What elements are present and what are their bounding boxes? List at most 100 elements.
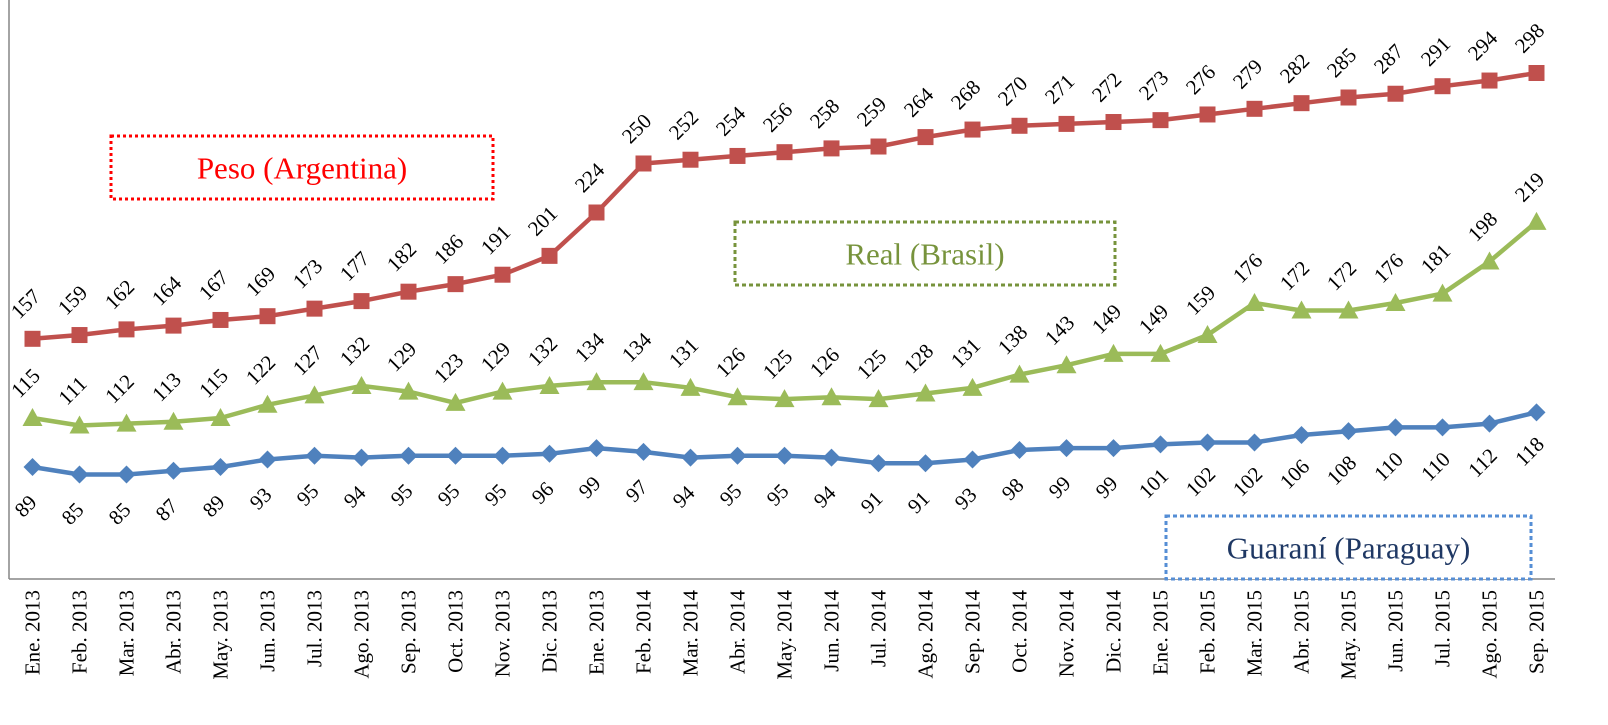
data-label: 131 <box>664 333 703 372</box>
data-point <box>1010 441 1029 460</box>
x-tick-label: Nov. 2014 <box>1055 590 1079 678</box>
data-point <box>352 448 371 467</box>
data-label: 110 <box>1416 447 1455 486</box>
data-label: 106 <box>1275 454 1314 493</box>
data-label: 285 <box>1322 43 1361 82</box>
data-point <box>1245 433 1264 452</box>
data-label: 279 <box>1228 54 1267 93</box>
series-name-box-border <box>1164 514 1533 581</box>
data-label: 132 <box>335 331 374 370</box>
data-point <box>1434 78 1451 95</box>
data-point <box>915 383 936 402</box>
x-tick-labels: Ene. 2013 Feb. 2013 Mar. 2013 Abr. 2013 May.… <box>21 590 1549 680</box>
data-point <box>165 317 182 334</box>
data-point <box>1481 72 1498 89</box>
series-name-boxes: Peso (Argentina) Real (Brasil) Guaraní (Pa… <box>109 134 1533 581</box>
data-label: 126 <box>805 343 844 382</box>
x-tick-label: May. 2015 <box>1337 590 1361 680</box>
data-label: 252 <box>664 105 703 144</box>
data-point <box>635 155 652 172</box>
data-label: 172 <box>1322 256 1361 295</box>
data-label: 271 <box>1040 69 1079 108</box>
x-tick-label: Feb. 2014 <box>632 590 656 675</box>
series-name-box-guarani-paraguay: Guaraní (Paraguay) <box>1164 514 1533 581</box>
data-label: 264 <box>899 82 939 122</box>
data-label: 270 <box>993 71 1032 110</box>
data-label: 95 <box>715 479 747 511</box>
data-point <box>1011 117 1028 134</box>
data-label: 96 <box>527 477 559 509</box>
data-point <box>682 151 699 168</box>
data-label: 167 <box>194 265 233 304</box>
data-label: 112 <box>1463 443 1502 482</box>
data-label: 94 <box>668 480 700 512</box>
data-point <box>493 446 512 465</box>
data-label: 273 <box>1134 66 1173 105</box>
data-point <box>1292 425 1311 444</box>
data-point <box>494 266 511 283</box>
data-point <box>540 444 559 463</box>
data-point <box>445 392 466 411</box>
x-tick-label: Ene. 2013 <box>585 590 609 675</box>
data-point <box>1527 403 1546 422</box>
data-point <box>398 381 419 400</box>
series-name-box-border <box>733 220 1117 287</box>
data-label: 128 <box>899 339 938 378</box>
data-point <box>681 448 700 467</box>
x-tick-label: Jun. 2014 <box>820 590 844 672</box>
data-point <box>680 377 701 396</box>
data-label: 91 <box>903 486 935 518</box>
data-point <box>1338 300 1359 319</box>
data-point <box>587 439 606 458</box>
data-label: 298 <box>1510 18 1549 57</box>
x-tick-label: Abr. 2015 <box>1290 590 1314 674</box>
data-point <box>446 446 465 465</box>
data-label: 256 <box>758 98 797 137</box>
data-label: 102 <box>1228 462 1267 501</box>
data-point <box>353 293 370 310</box>
x-tick-label: Jun. 2013 <box>256 590 280 672</box>
series-name-box-border <box>109 134 495 201</box>
data-label: 125 <box>852 345 891 384</box>
data-label: 94 <box>809 480 841 512</box>
x-tick-label: Sep. 2013 <box>397 590 421 674</box>
data-label: 112 <box>100 369 139 408</box>
data-point <box>1339 422 1358 441</box>
x-tick-label: Mar. 2013 <box>115 590 139 676</box>
data-label: 254 <box>711 101 751 141</box>
data-label: 98 <box>997 473 1029 505</box>
series-line-guarani-paraguay <box>30 410 1539 477</box>
data-point <box>23 458 42 476</box>
data-label: 143 <box>1040 311 1079 350</box>
data-point <box>1103 343 1124 362</box>
data-point <box>1151 435 1170 454</box>
data-point <box>399 446 418 465</box>
data-point <box>212 311 229 328</box>
data-label: 101 <box>1134 464 1173 503</box>
series-name-label: Peso (Argentina) <box>197 151 407 186</box>
data-label: 95 <box>433 479 465 511</box>
data-point <box>1385 292 1406 311</box>
data-point <box>118 321 135 338</box>
x-tick-label: Dic. 2013 <box>538 590 562 673</box>
data-label: 118 <box>1510 432 1549 471</box>
data-point <box>1150 343 1171 362</box>
data-point <box>964 121 981 138</box>
data-point <box>163 411 184 430</box>
data-point <box>868 389 889 408</box>
data-point <box>257 394 278 413</box>
data-label: 123 <box>429 348 468 387</box>
data-point <box>728 446 747 465</box>
data-label: 97 <box>621 475 653 507</box>
data-label: 91 <box>856 486 888 518</box>
x-tick-label: Ene. 2013 <box>21 590 45 675</box>
data-label: 95 <box>480 479 512 511</box>
data-label: 164 <box>147 271 187 311</box>
data-point <box>164 461 183 480</box>
data-point <box>729 147 746 164</box>
data-point <box>962 377 983 396</box>
series-name-label: Guaraní (Paraguay) <box>1227 531 1471 566</box>
data-label: 201 <box>523 201 562 240</box>
data-label: 259 <box>852 92 891 131</box>
